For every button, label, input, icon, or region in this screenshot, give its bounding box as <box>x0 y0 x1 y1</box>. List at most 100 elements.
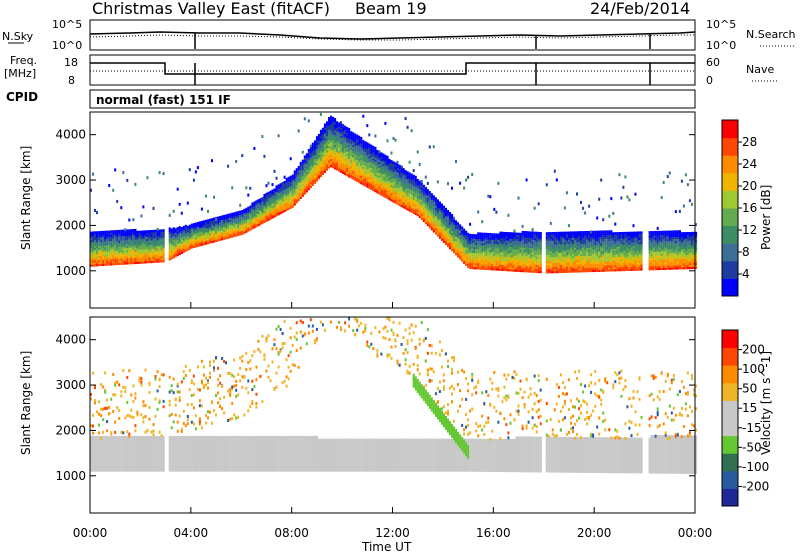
power-cell <box>126 262 129 265</box>
power-cell <box>140 248 143 252</box>
power-cell <box>182 250 185 253</box>
power-cell <box>116 250 119 253</box>
power-cell <box>515 267 518 270</box>
power-cell <box>626 231 629 235</box>
power-cell <box>94 261 97 265</box>
power-cell <box>533 260 536 263</box>
power-cell <box>360 155 363 158</box>
power-cell <box>205 225 208 229</box>
power-cell <box>600 246 603 250</box>
power-cell <box>138 238 141 242</box>
power-cell <box>174 250 177 254</box>
power-cell <box>565 231 568 235</box>
power-cell <box>622 246 625 249</box>
power-cell <box>535 248 538 251</box>
power-cell <box>640 233 643 236</box>
power-cell <box>94 259 97 263</box>
power-cell <box>624 244 627 247</box>
power-cell <box>380 158 383 161</box>
power-cell <box>424 193 427 196</box>
power-cell <box>239 226 242 230</box>
power-cell <box>319 154 322 157</box>
power-cell <box>598 238 601 242</box>
power-cell <box>584 259 587 263</box>
power-cell <box>628 256 631 259</box>
power-cell <box>440 232 443 235</box>
power-cell <box>533 258 536 261</box>
power-cell <box>598 263 601 266</box>
power-cell <box>406 191 409 195</box>
power-cell <box>404 170 407 173</box>
power-cell <box>513 229 516 233</box>
power-cell <box>565 252 568 255</box>
power-cell <box>509 238 512 241</box>
power-cell <box>94 243 97 247</box>
power-cell <box>332 165 335 169</box>
power-cell <box>144 230 147 233</box>
power-cell <box>338 167 341 170</box>
power-cell <box>471 262 474 266</box>
power-cell <box>620 262 623 266</box>
power-cell <box>457 238 460 242</box>
power-cell <box>352 173 355 176</box>
power-cell <box>392 198 395 201</box>
power-cell <box>630 254 633 257</box>
power-cell <box>618 266 621 270</box>
power-cell <box>636 235 639 239</box>
power-cell <box>386 139 389 143</box>
power-cell <box>358 135 361 139</box>
power-cell <box>515 263 518 266</box>
power-cell <box>632 264 635 267</box>
power-cell <box>140 251 143 254</box>
power-cell <box>394 168 397 171</box>
power-cell <box>574 259 577 263</box>
power-cell <box>374 165 377 168</box>
power-cell <box>334 126 337 129</box>
power-cell <box>209 235 212 238</box>
power-cell <box>505 268 508 272</box>
power-cell <box>533 262 536 265</box>
power-cell <box>428 209 431 212</box>
power-cell <box>618 173 621 177</box>
power-cell <box>257 223 260 227</box>
power-cell <box>289 200 292 203</box>
power-cell <box>612 234 615 237</box>
power-cell <box>438 215 441 219</box>
power-cell <box>362 182 365 186</box>
power-cell <box>372 162 375 165</box>
power-cell <box>315 179 318 182</box>
power-cell <box>638 264 641 267</box>
power-cell <box>376 184 379 188</box>
power-cell <box>366 156 369 160</box>
power-cell <box>301 194 304 197</box>
power-cell <box>315 156 318 160</box>
power-cell <box>565 243 568 247</box>
power-cell <box>531 239 534 243</box>
power-cell <box>313 154 316 158</box>
power-cell <box>352 134 355 137</box>
power-cell <box>396 169 399 173</box>
power-cell <box>491 261 494 265</box>
power-cell <box>225 214 228 217</box>
power-cell <box>102 249 105 252</box>
power-cell <box>315 162 318 166</box>
power-cell <box>271 216 274 219</box>
power-cell <box>350 135 353 138</box>
power-cell <box>501 246 504 249</box>
power-cell <box>162 249 165 253</box>
power-cell <box>366 124 369 128</box>
power-cell <box>527 251 530 255</box>
power-cell <box>225 224 228 228</box>
power-cell <box>269 205 272 208</box>
power-cell <box>501 235 504 239</box>
power-cell <box>426 191 429 194</box>
power-cell <box>622 250 625 253</box>
power-cell <box>392 187 395 191</box>
power-cell <box>410 179 413 183</box>
power-cell <box>537 268 540 272</box>
power-cell <box>545 240 548 243</box>
power-cell <box>549 234 552 237</box>
power-cell <box>156 256 159 259</box>
power-cell <box>267 212 270 215</box>
power-cell <box>190 244 193 247</box>
